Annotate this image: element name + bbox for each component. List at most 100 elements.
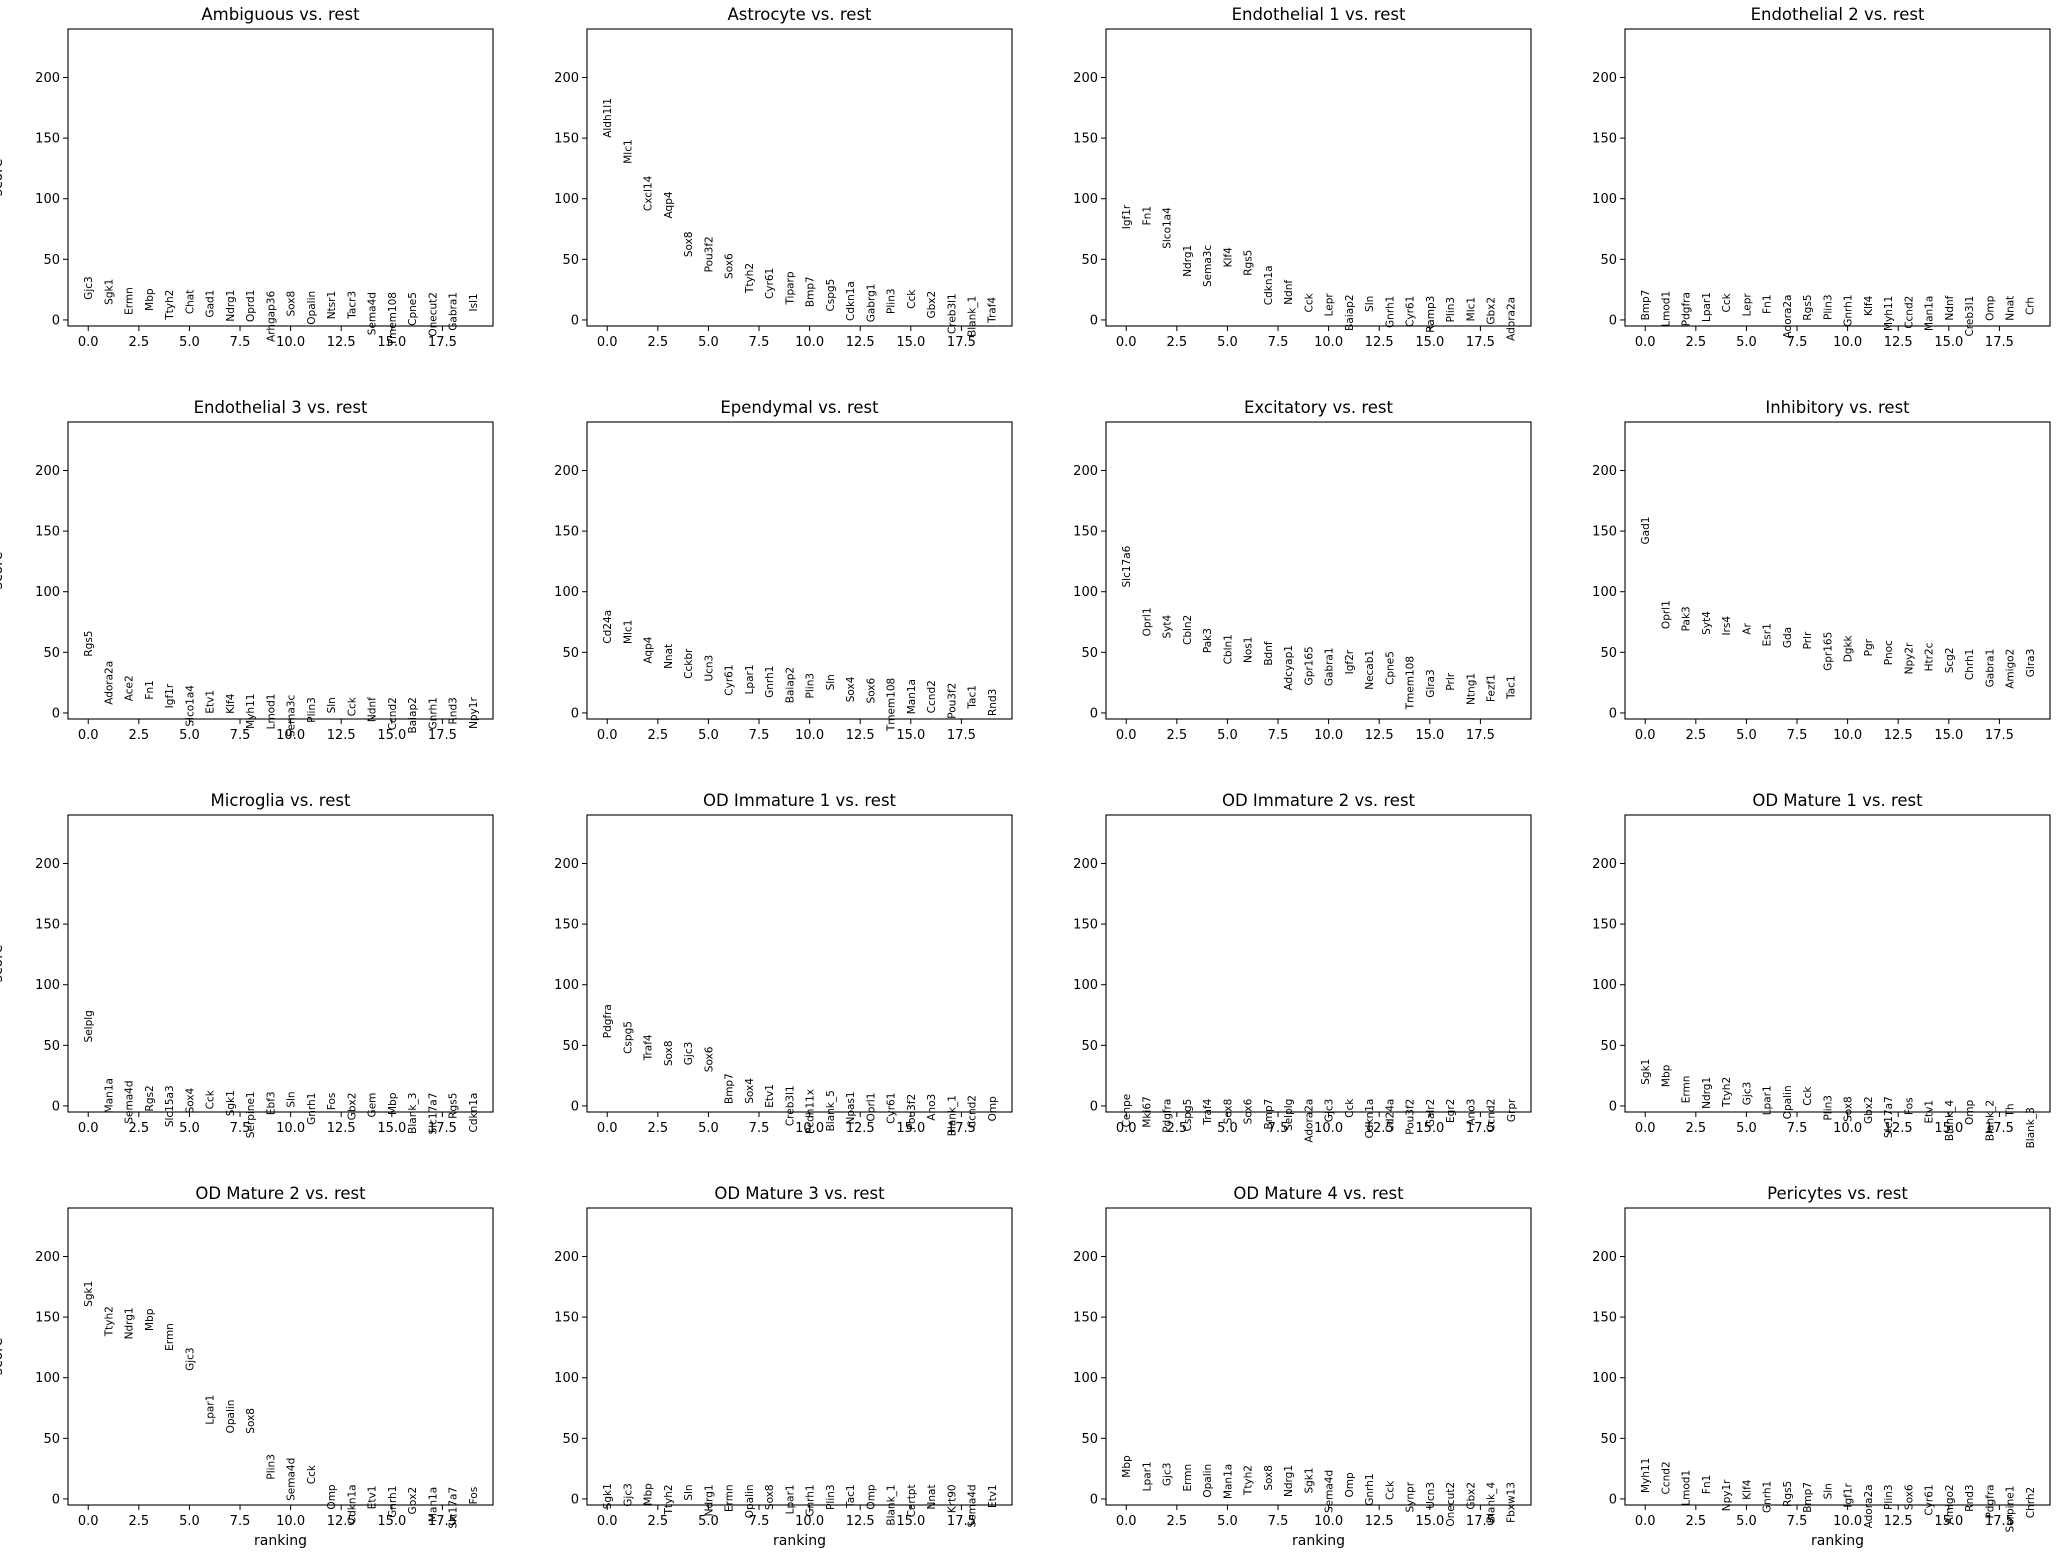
x-tick-label: 0.0 <box>1116 1121 1137 1136</box>
gene-label: Rgs2 <box>144 1085 156 1111</box>
gene-label: Cck <box>346 696 358 716</box>
panel-title: Ambiguous vs. rest <box>201 5 360 24</box>
y-tick-label: 100 <box>554 1371 579 1386</box>
gene-label: Fn1 <box>1701 1475 1713 1494</box>
gene-label: Cyr61 <box>764 268 776 299</box>
gene-label: Grpr <box>1506 1098 1518 1122</box>
x-tick-label: 10.0 <box>1833 335 1862 350</box>
panel-1: Astrocyte vs. rest 0.0 2.5 5.0 7.5 10.0 12.5 15… <box>554 5 1013 350</box>
x-tick-label: 5.0 <box>698 335 719 350</box>
gene-label: Syt4 <box>1701 611 1713 635</box>
panel-13: OD Mature 3 vs. rest 0.0 2.5 5.0 7.5 10.0 12.5… <box>554 1184 1013 1549</box>
gene-label: Adora2a <box>1782 294 1794 338</box>
x-tick-label: 5.0 <box>1217 1514 1238 1529</box>
panel-title: Endothelial 2 vs. rest <box>1751 5 1925 24</box>
gene-label: Gbx2 <box>407 1487 419 1515</box>
y-tick-label: 100 <box>1073 978 1098 993</box>
x-tick-label: 0.0 <box>78 335 99 350</box>
x-tick-label: 5.0 <box>698 728 719 743</box>
panel-11: OD Mature 1 vs. rest 0.0 2.5 5.0 7.5 10.0 12.5… <box>1592 791 2051 1148</box>
gene-label: Pdgfra <box>1162 1099 1174 1133</box>
x-tick-label: 12.5 <box>1365 728 1394 743</box>
x-tick-label: 17.5 <box>428 1121 457 1136</box>
x-tick-label: 12.5 <box>1365 335 1394 350</box>
y-tick-label: 200 <box>1592 71 1617 86</box>
gene-label: Cyr61 <box>886 1093 898 1124</box>
gene-label: Rgs5 <box>83 631 95 657</box>
gene-label: Gnrh1 <box>805 1484 817 1516</box>
x-tick-label: 0.0 <box>1116 1514 1137 1529</box>
gene-label: Onecut2 <box>427 292 439 337</box>
gene-label: Opalin <box>306 291 318 325</box>
x-tick-label: 2.5 <box>647 1121 668 1136</box>
axes-frame <box>67 814 494 1113</box>
gene-label: Man1a <box>103 1078 115 1113</box>
gene-label: Myh11 <box>1640 1458 1652 1493</box>
gene-label: Slco1a4 <box>1162 207 1174 249</box>
axes-frame <box>1105 1207 1532 1506</box>
gene-label: Ntsr1 <box>326 291 338 319</box>
gene-label: Sema4d <box>124 1080 136 1123</box>
x-tick-label: 15.0 <box>377 1121 406 1136</box>
x-tick-label: 15.0 <box>1934 1121 1963 1136</box>
panel-15: Pericytes vs. rest 0.0 2.5 5.0 7.5 10.0 12.5 15… <box>1592 1184 2051 1549</box>
x-tick-label: 2.5 <box>1166 728 1187 743</box>
y-tick-label: 100 <box>1592 585 1617 600</box>
gene-label: Tmem108 <box>886 678 898 732</box>
x-tick-label: 12.5 <box>846 728 875 743</box>
gene-label: Klf4 <box>225 693 237 713</box>
gene-label: Aldh1l1 <box>602 98 614 138</box>
y-tick-label: 150 <box>554 132 579 147</box>
gene-label: Adora2a <box>103 661 115 705</box>
gene-label: Npas1 <box>845 1091 857 1124</box>
x-tick-label: 12.5 <box>327 728 356 743</box>
gene-label: Crh <box>2025 297 2037 315</box>
axes-frame <box>1105 814 1532 1113</box>
y-tick-label: 200 <box>554 464 579 479</box>
gene-label: Sox6 <box>703 1046 715 1072</box>
x-tick-label: 15.0 <box>1934 1514 1963 1529</box>
x-tick-label: 7.5 <box>230 1514 251 1529</box>
gene-label: Sln <box>286 1091 298 1107</box>
gene-label: Opalin <box>1782 1085 1794 1119</box>
gene-label: Oprl1 <box>1141 607 1153 636</box>
gene-label: Gpr165 <box>1303 646 1315 685</box>
gene-label: Cspg5 <box>825 279 837 312</box>
gene-label: Syt4 <box>1162 614 1174 638</box>
gene-label: Omp <box>1984 295 1996 320</box>
gene-label: Traf4 <box>643 1034 655 1061</box>
x-tick-label: 5.0 <box>179 335 200 350</box>
gene-label: Sox6 <box>1903 1484 1915 1510</box>
x-tick-label: 7.5 <box>749 335 770 350</box>
gene-label: Opalin <box>225 1400 237 1434</box>
gene-label: Mbp <box>643 1483 655 1506</box>
gene-label: Sox6 <box>724 253 736 279</box>
gene-label: Gnrh1 <box>306 1093 318 1125</box>
gene-label: Plin3 <box>1883 1484 1895 1510</box>
gene-label: Sox8 <box>1843 1096 1855 1122</box>
gene-label: Gjc3 <box>1162 1463 1174 1487</box>
x-tick-label: 2.5 <box>1166 335 1187 350</box>
gene-label: Lepr <box>1741 293 1753 317</box>
gene-label: Cck <box>906 289 918 309</box>
gene-label: Selplg <box>1283 1099 1295 1131</box>
gene-label: Ucn3 <box>703 655 715 682</box>
x-tick-label: 0.0 <box>1635 1514 1656 1529</box>
y-tick-label: 0 <box>52 1099 60 1114</box>
x-tick-label: 7.5 <box>1787 1514 1808 1529</box>
panel-8: Microglia vs. rest 0.0 2.5 5.0 7.5 10.0 12.5 15… <box>0 791 494 1138</box>
gene-label: Gda <box>1782 627 1794 648</box>
gene-label: Ttyh2 <box>1243 1465 1255 1496</box>
y-tick-label: 50 <box>1081 253 1098 268</box>
gene-label: Slc17a7 <box>1883 1096 1895 1138</box>
gene-label: Ndrg1 <box>703 1484 715 1516</box>
gene-label: Bmp7 <box>1640 290 1652 321</box>
gene-label: Cck <box>1303 292 1315 312</box>
gene-label: Plin3 <box>265 1454 277 1480</box>
gene-label: Gjc3 <box>622 1483 634 1507</box>
x-tick-label: 2.5 <box>128 1121 149 1136</box>
panel-5: Ependymal vs. rest 0.0 2.5 5.0 7.5 10.0 12.5 15… <box>554 398 1013 743</box>
gene-label: Adora2a <box>1303 1099 1315 1143</box>
x-tick-label: 5.0 <box>179 728 200 743</box>
gene-label: Nnat <box>2005 296 2017 321</box>
